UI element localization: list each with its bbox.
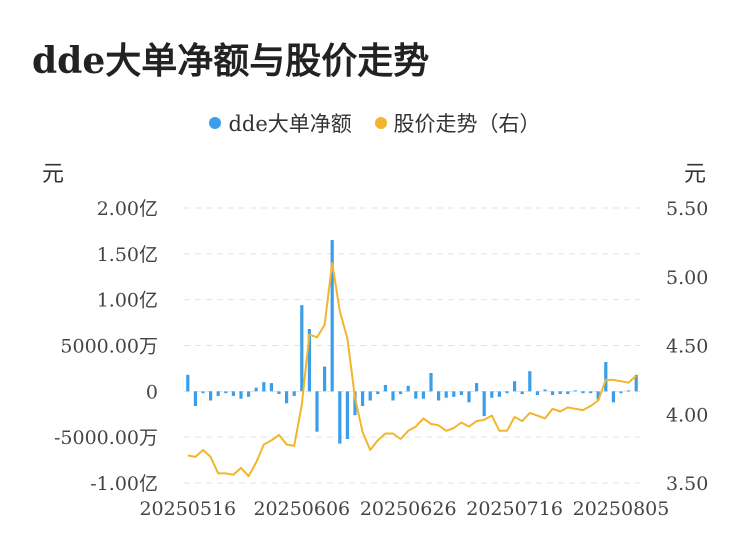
dde-bar — [315, 391, 319, 432]
dde-bar — [627, 390, 631, 392]
dde-bar — [361, 391, 365, 406]
legend-label-price: 股价走势（右） — [393, 112, 541, 136]
dde-bar — [581, 391, 585, 394]
dde-bar — [391, 391, 395, 401]
dde-bar — [604, 362, 608, 392]
left-tick-label: 1.00亿 — [97, 290, 158, 312]
left-axis-unit: 元 — [42, 162, 65, 187]
legend: dde大单净额 股价走势（右） — [0, 108, 750, 138]
line-series — [187, 262, 637, 478]
dde-bar — [186, 374, 190, 392]
dde-bar — [444, 391, 448, 398]
dde-bar — [497, 391, 501, 397]
dde-bar — [201, 391, 205, 394]
right-axis: 5.50 5.00 4.50 4.00 3.50 — [666, 198, 708, 495]
legend-item-price[interactable]: 股价走势（右） — [374, 108, 541, 138]
x-axis: 20250516 20250606 20250626 20250716 20250805 — [139, 498, 669, 520]
right-tick-label: 3.50 — [666, 473, 708, 495]
dde-bar — [467, 391, 471, 403]
dde-bar — [399, 391, 403, 395]
legend-marker-price — [374, 117, 387, 129]
dde-bar — [566, 391, 570, 395]
left-tick-label: -1.00亿 — [90, 473, 158, 495]
dde-bar — [459, 391, 463, 395]
x-tick-label: 20250716 — [466, 498, 563, 520]
dde-bar — [231, 391, 235, 396]
left-tick-label: 2.00亿 — [97, 198, 158, 220]
right-tick-label: 5.50 — [666, 198, 708, 220]
x-tick-label: 20250805 — [573, 498, 670, 520]
dde-bar — [589, 391, 593, 394]
legend-item-dde[interactable]: dde大单净额 — [209, 108, 352, 138]
dde-bar — [551, 391, 555, 395]
left-tick-label: 0 — [146, 381, 158, 403]
dde-bar — [634, 374, 638, 392]
left-axis: 2.00亿 1.50亿 1.00亿 5000.00万 0 -5000.00万 -1.00亿 — [54, 198, 158, 495]
dde-bar — [406, 385, 410, 392]
price-line — [187, 262, 637, 478]
dde-bar — [482, 391, 486, 417]
chart-title: dde大单净额与股价走势 — [32, 40, 430, 82]
dde-bar — [292, 391, 296, 396]
dde-bar — [429, 373, 433, 392]
dde-bar — [383, 384, 387, 392]
dde-bar — [345, 391, 349, 439]
dde-bar — [490, 391, 494, 398]
dde-bar — [573, 390, 577, 392]
left-tick-label: 5000.00万 — [60, 336, 158, 358]
dde-bar — [323, 366, 327, 392]
dde-bar — [543, 389, 547, 392]
dde-bar — [224, 391, 228, 394]
dde-bar — [520, 391, 524, 395]
dde-bar — [535, 391, 539, 395]
dde-bar — [368, 391, 372, 401]
dde-bar — [262, 382, 266, 392]
left-tick-label: -5000.00万 — [54, 427, 158, 449]
x-tick-label: 20250626 — [360, 498, 457, 520]
dde-bar — [277, 391, 281, 395]
dde-bar — [452, 391, 456, 397]
dde-bar — [209, 391, 213, 401]
dde-bar — [558, 391, 562, 395]
dde-bar — [596, 391, 600, 400]
dde-bar — [421, 391, 425, 399]
dde-bar — [330, 240, 334, 392]
dde-bar — [414, 391, 418, 399]
dde-bar — [528, 371, 532, 392]
dde-bar — [216, 391, 220, 396]
dde-bar — [376, 391, 380, 395]
dde-bar — [307, 329, 311, 392]
legend-label-dde: dde大单净额 — [228, 112, 352, 136]
dde-bar — [193, 391, 197, 406]
dde-bar — [513, 381, 517, 392]
x-tick-label: 20250606 — [253, 498, 350, 520]
bar-series — [186, 240, 638, 444]
dde-bar — [254, 387, 258, 392]
right-axis-unit: 元 — [684, 162, 707, 187]
dde-bar — [611, 391, 615, 403]
dde-bar — [300, 305, 304, 392]
dde-bar — [269, 383, 273, 392]
left-tick-label: 1.50亿 — [97, 244, 158, 266]
right-tick-label: 4.50 — [666, 336, 708, 358]
legend-marker-dde — [209, 117, 222, 129]
dde-bar — [505, 391, 509, 394]
x-tick-label: 20250516 — [139, 498, 236, 520]
right-tick-label: 4.00 — [666, 404, 708, 426]
dde-bar — [338, 391, 342, 444]
dde-bar — [285, 391, 289, 404]
dde-bar — [239, 391, 243, 399]
dde-bar — [247, 391, 251, 397]
dde-bar — [437, 391, 441, 401]
dde-bar — [475, 383, 479, 392]
dde-bar — [353, 391, 357, 416]
right-tick-label: 5.00 — [666, 267, 708, 289]
grid-lines — [184, 207, 640, 484]
dde-bar — [619, 391, 623, 394]
